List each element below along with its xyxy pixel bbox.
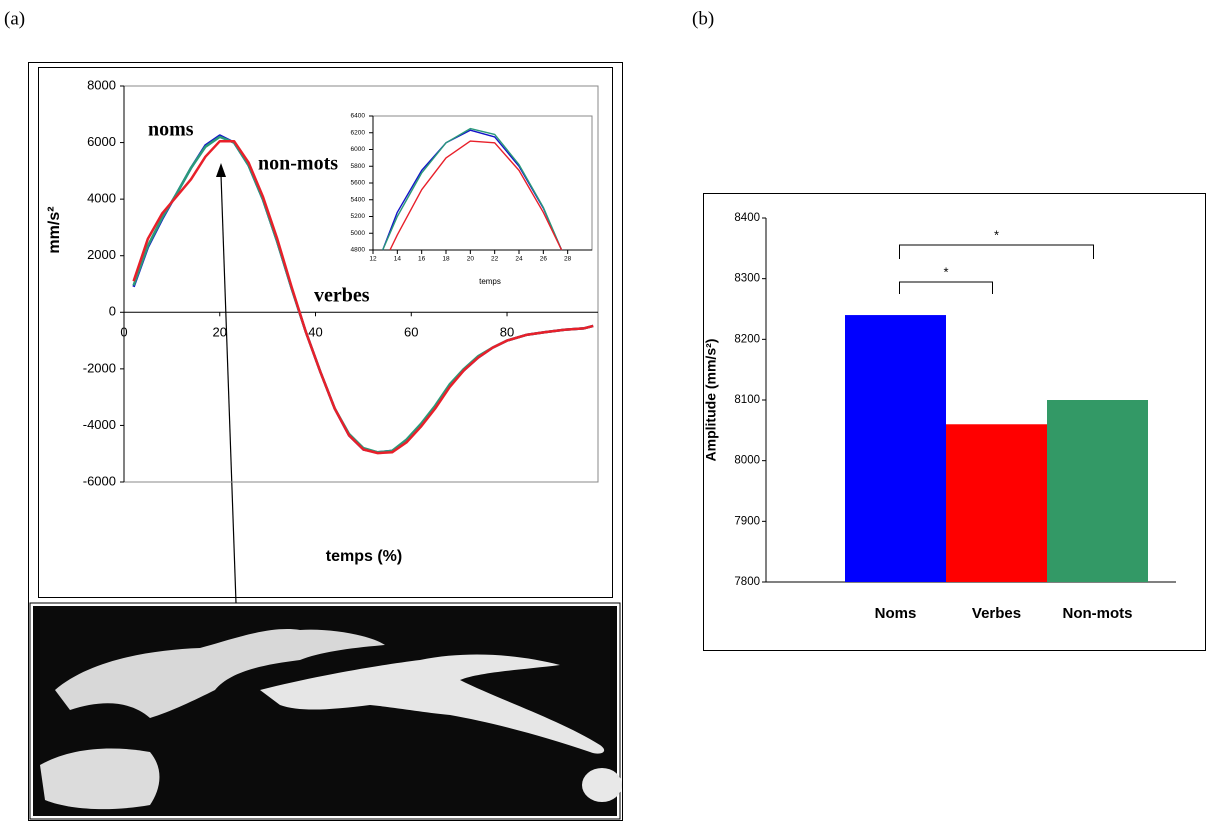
y-tick-label: 6200 bbox=[351, 129, 366, 136]
bar bbox=[946, 424, 1047, 582]
y-tick-label: 5800 bbox=[351, 163, 366, 170]
y-tick-label: 2000 bbox=[87, 247, 116, 262]
y-axis-title: mm/s² bbox=[46, 206, 63, 253]
y-tick-label: 8400 bbox=[734, 212, 760, 224]
x-tick-label: 26 bbox=[540, 256, 548, 263]
x-tick-label: 16 bbox=[418, 256, 426, 263]
y-tick-label: -2000 bbox=[83, 360, 116, 375]
arrow-shaft bbox=[220, 174, 237, 604]
y-tick-label: 8100 bbox=[734, 394, 760, 406]
x-tick-label: 14 bbox=[394, 256, 402, 263]
y-tick-label: 0 bbox=[109, 304, 116, 319]
y-tick-label: 8200 bbox=[734, 333, 760, 345]
x-tick-label: 20 bbox=[467, 256, 475, 263]
y-tick-label: 7800 bbox=[734, 576, 760, 588]
significance-label: * bbox=[994, 227, 999, 242]
bar bbox=[845, 315, 946, 582]
x-tick-label: 0 bbox=[120, 325, 127, 340]
data-line bbox=[389, 140, 563, 251]
y-tick-label: 4000 bbox=[87, 191, 116, 206]
y-tick-label: -4000 bbox=[83, 417, 116, 432]
y-tick-label: 4800 bbox=[351, 247, 366, 254]
chart-frame bbox=[703, 193, 1206, 651]
y-tick-label: 7900 bbox=[734, 515, 760, 527]
y-tick-label: 8300 bbox=[734, 273, 760, 285]
chart-frame bbox=[38, 67, 613, 598]
x-tick-label: 24 bbox=[515, 256, 523, 263]
y-tick-label: 5200 bbox=[351, 213, 366, 220]
photo bbox=[29, 602, 622, 820]
significance-label: * bbox=[943, 264, 948, 279]
y-tick-label: 5400 bbox=[351, 196, 366, 203]
data-line bbox=[382, 127, 563, 251]
y-tick-label: 5000 bbox=[351, 230, 366, 237]
y-axis-title: Amplitude (mm/s²) bbox=[703, 339, 719, 462]
x-tick-label: 80 bbox=[500, 325, 514, 340]
x-tick-label: 22 bbox=[491, 256, 499, 263]
hand-shape bbox=[40, 748, 160, 810]
series-label: verbes bbox=[314, 285, 370, 307]
hand-shape bbox=[55, 629, 385, 718]
x-tick-label: 40 bbox=[308, 325, 322, 340]
y-tick-label: 6400 bbox=[351, 113, 366, 120]
significance-bracket bbox=[899, 244, 1094, 259]
x-tick-label: 20 bbox=[213, 325, 227, 340]
y-tick-label: -6000 bbox=[83, 473, 116, 488]
arrow-head bbox=[216, 163, 226, 177]
y-tick-label: 8000 bbox=[734, 455, 760, 467]
hand-shape bbox=[260, 654, 605, 754]
x-tick-label: Noms bbox=[875, 605, 917, 622]
y-tick-label: 8000 bbox=[87, 77, 116, 92]
panel-label: (a) bbox=[4, 8, 25, 29]
y-tick-label: 6000 bbox=[351, 146, 366, 153]
data-line bbox=[132, 139, 594, 455]
x-tick-label: 12 bbox=[369, 256, 377, 263]
significance-bracket bbox=[899, 281, 993, 294]
x-axis-title: temps bbox=[479, 277, 501, 286]
x-tick-label: Non-mots bbox=[1063, 605, 1133, 622]
x-tick-label: 18 bbox=[442, 256, 450, 263]
x-axis-title: temps (%) bbox=[326, 548, 402, 565]
plot-frame bbox=[372, 115, 593, 251]
series-label: non-mots bbox=[258, 153, 338, 175]
panel-label: (b) bbox=[692, 8, 714, 29]
series-label: noms bbox=[148, 119, 194, 141]
ball bbox=[582, 768, 622, 802]
x-tick-label: 60 bbox=[404, 325, 418, 340]
data-line bbox=[382, 129, 563, 251]
y-tick-label: 5600 bbox=[351, 180, 366, 187]
y-tick-label: 6000 bbox=[87, 134, 116, 149]
x-tick-label: 28 bbox=[564, 256, 572, 263]
x-tick-label: Verbes bbox=[972, 605, 1021, 622]
bar bbox=[1047, 400, 1148, 582]
